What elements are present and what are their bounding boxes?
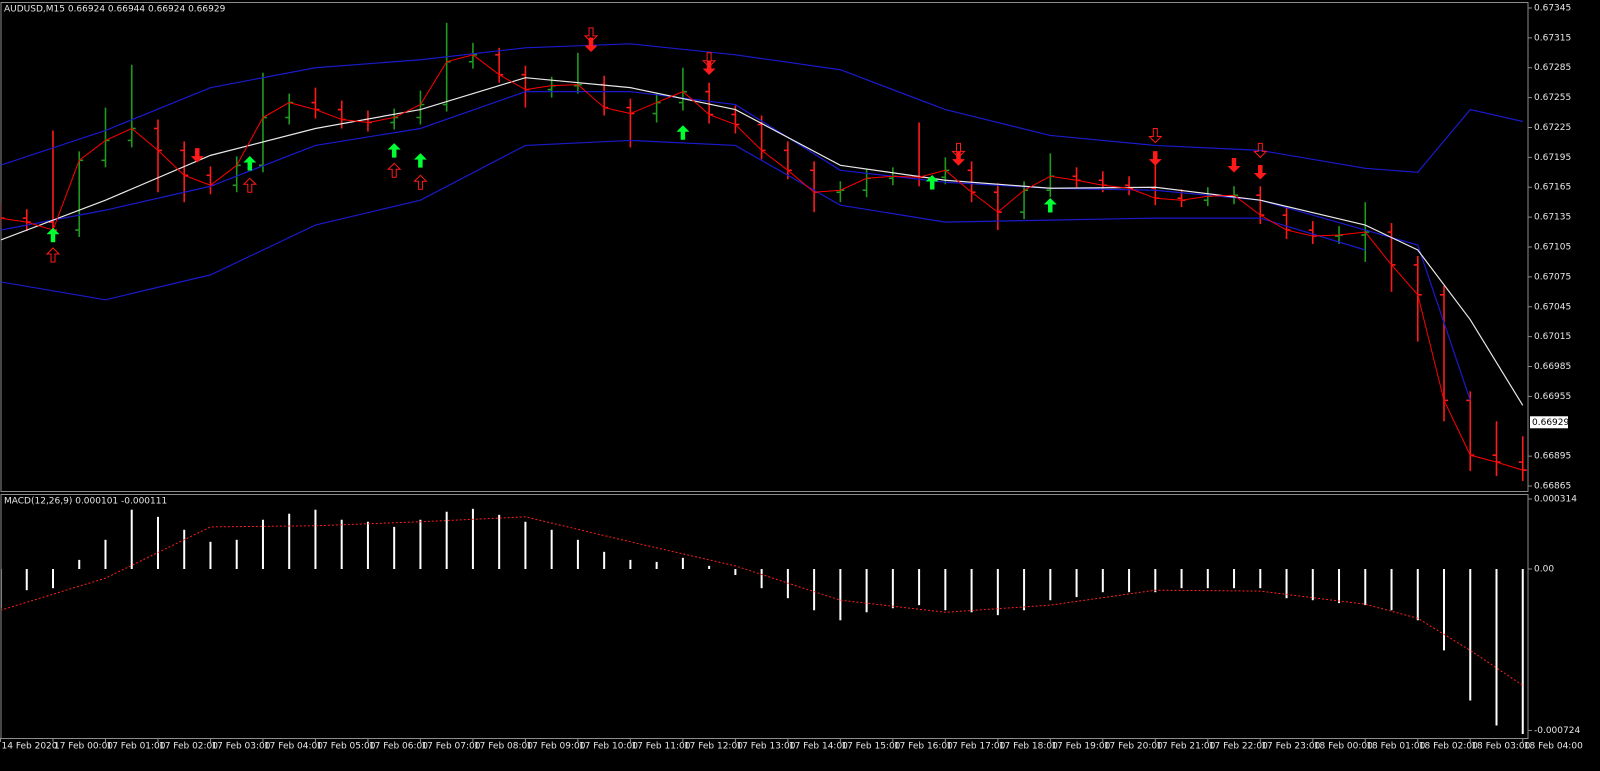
x-tick-label: 17 Feb 06:00 (369, 742, 428, 752)
y-tick-label: 0.66955 (1534, 392, 1571, 402)
y-tick-label: 0.67015 (1534, 332, 1571, 342)
y-tick-label: -0.000724 (1534, 726, 1580, 736)
y-tick-label: 0.66985 (1534, 362, 1571, 372)
indicator-line (1, 139, 1366, 301)
y-tick-label: 0.67105 (1534, 243, 1571, 253)
axes: 0.67345 0.67315 0.67285 0.67255 0.67225 0.671… (0, 3, 1583, 752)
last-price-label: 0.66929 (1532, 418, 1569, 428)
x-tick-label: 17 Feb 22:00 (1209, 742, 1268, 752)
price-header: AUDUSD,M15 0.66924 0.66944 0.66924 0.669… (4, 5, 226, 15)
y-tick-label: 0.67225 (1534, 123, 1571, 133)
x-tick-label: 17 Feb 00:00 (54, 742, 113, 752)
x-tick-label: 17 Feb 13:00 (736, 742, 795, 752)
x-tick-label: 17 Feb 16:00 (894, 742, 953, 752)
signal-arrow (676, 125, 690, 140)
x-tick-label: 17 Feb 15:00 (841, 742, 900, 752)
y-tick-label: 0.67075 (1534, 272, 1571, 282)
x-tick-label: 17 Feb 03:00 (211, 742, 270, 752)
signal-arrow (386, 162, 402, 178)
x-tick-label: 18 Feb 04:00 (1524, 742, 1583, 752)
y-tick-label: 0.67315 (1534, 33, 1571, 43)
signal-arrow (951, 142, 966, 159)
x-tick-label: 18 Feb 02:00 (1419, 742, 1478, 752)
x-tick-label: 17 Feb 05:00 (316, 742, 375, 752)
signal-arrow (951, 151, 966, 166)
x-tick-label: 17 Feb 20:00 (1104, 742, 1163, 752)
x-tick-label: 17 Feb 08:00 (474, 742, 533, 752)
x-tick-label: 17 Feb 07:00 (421, 742, 480, 752)
x-tick-label: 18 Feb 00:00 (1314, 742, 1373, 752)
x-tick-label: 17 Feb 04:00 (264, 742, 323, 752)
x-tick-label: 17 Feb 19:00 (1051, 742, 1110, 752)
signal-arrow (413, 153, 428, 168)
price-plot (1, 22, 1527, 482)
last-price-box (1530, 416, 1568, 429)
signal-arrow (584, 37, 598, 53)
x-tick-label: 18 Feb 03:00 (1471, 742, 1530, 752)
signal-arrow (583, 27, 599, 43)
macd-panel-frame (0, 494, 1529, 739)
signal-arrow (1253, 142, 1268, 159)
x-tick-label: 17 Feb 12:00 (684, 742, 743, 752)
signal-arrow (925, 174, 939, 190)
x-tick-label: 17 Feb 21:00 (1156, 742, 1215, 752)
indicator-line (1, 77, 1524, 406)
x-tick-label: 17 Feb 01:00 (106, 742, 165, 752)
x-tick-label: 17 Feb 18:00 (999, 742, 1058, 752)
macd-header: MACD(12,26,9) 0.000101 -0.000111 (4, 497, 167, 507)
y-tick-label: 0.66895 (1534, 452, 1571, 462)
signal-arrow (242, 177, 258, 193)
y-tick-label: 0.67345 (1534, 3, 1571, 13)
x-tick-label: 17 Feb 14:00 (789, 742, 848, 752)
signal-arrow (387, 143, 401, 158)
signal-arrow (1043, 197, 1057, 213)
x-tick-label: 17 Feb 11:00 (631, 742, 690, 752)
x-tick-label: 17 Feb 23:00 (1261, 742, 1320, 752)
y-tick-label: 0.000314 (1534, 495, 1577, 505)
signal-line (1, 516, 1524, 686)
signal-arrow (1227, 158, 1241, 173)
signal-arrow (701, 52, 717, 68)
y-tick-label: 0.67165 (1534, 183, 1571, 193)
y-tick-label: 0.67195 (1534, 153, 1571, 163)
price-panel-frame (0, 2, 1529, 492)
indicator-line (1, 43, 1523, 173)
x-tick-label: 17 Feb 10:00 (579, 742, 638, 752)
indicator-line (1, 91, 1471, 401)
signal-arrow (243, 155, 257, 171)
x-tick-label: 17 Feb 17:00 (946, 742, 1005, 752)
close-line (1, 54, 1523, 471)
signal-arrow (1148, 151, 1162, 166)
x-tick-label: 14 Feb 2020 (2, 742, 58, 752)
y-tick-label: 0.67135 (1534, 213, 1571, 223)
signal-arrow (45, 247, 61, 263)
signal-arrow (1148, 128, 1163, 144)
signal-arrow (702, 60, 716, 76)
signal-arrow (413, 174, 428, 190)
y-tick-label: 0.00 (1534, 565, 1554, 575)
y-tick-label: 0.67255 (1534, 93, 1571, 103)
y-tick-label: 0.67045 (1534, 302, 1571, 312)
y-tick-label: 0.66865 (1534, 482, 1571, 492)
signal-arrow (1253, 165, 1267, 180)
signal-arrow (190, 148, 204, 163)
x-tick-label: 17 Feb 02:00 (159, 742, 218, 752)
y-tick-label: 0.67285 (1534, 63, 1571, 73)
macd-plot (1, 508, 1524, 734)
signal-arrow (46, 227, 60, 243)
x-tick-label: 17 Feb 09:00 (526, 742, 585, 752)
x-tick-label: 18 Feb 01:00 (1366, 742, 1425, 752)
